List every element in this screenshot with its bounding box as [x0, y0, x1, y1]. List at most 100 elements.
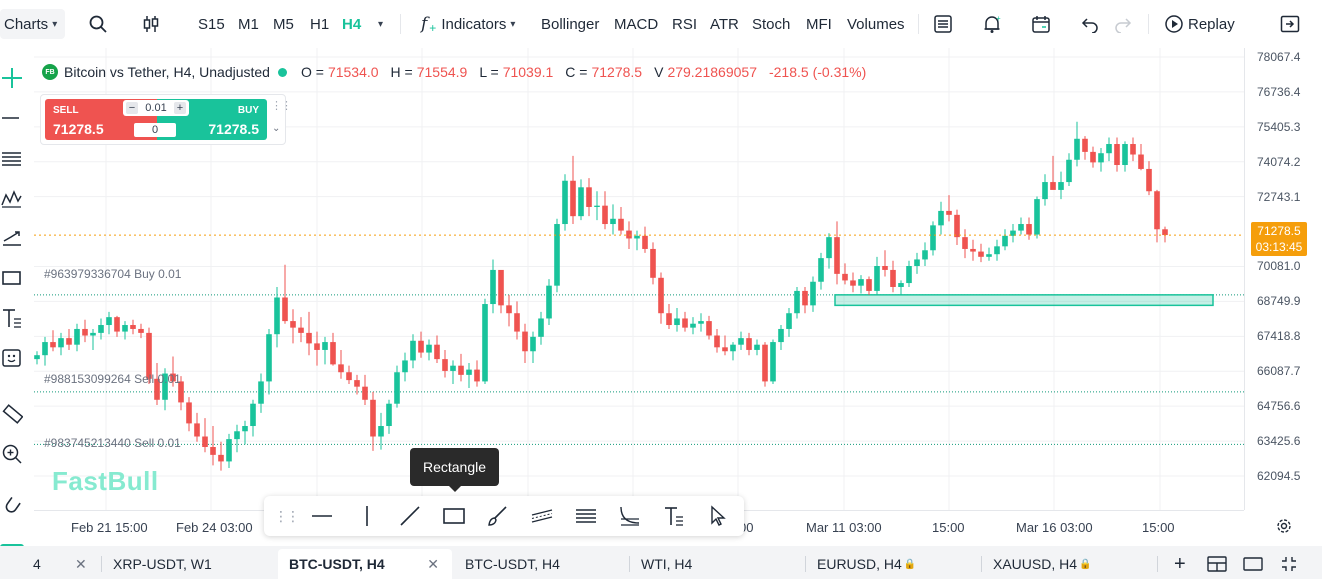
order-label-buy[interactable]: #963979336704 Buy 0.01: [44, 267, 182, 281]
indicators-button[interactable]: f + Indicators ▾: [421, 0, 515, 48]
crosshair-icon[interactable]: [0, 64, 24, 92]
close-icon[interactable]: ✕: [427, 555, 439, 572]
templates-icon[interactable]: [933, 0, 953, 48]
candle-down: [586, 187, 592, 207]
order-label-sell[interactable]: #988153099264 Sell 0.01: [44, 372, 181, 386]
chart-settings-icon[interactable]: [1276, 518, 1292, 539]
text-tool-icon[interactable]: [660, 502, 688, 530]
timeframe-s15[interactable]: S15: [198, 15, 225, 33]
indicator-rsi[interactable]: RSI: [672, 15, 698, 33]
pattern-tool-icon[interactable]: [0, 184, 24, 212]
order-label-sell[interactable]: #983745213440 Sell 0.01: [44, 436, 181, 450]
price-axis-label: 76736.4: [1257, 84, 1301, 99]
timeframe-h4[interactable]: H4: [342, 15, 362, 33]
sell-price: 71278.5: [53, 121, 104, 137]
tab-fragment[interactable]: 4: [33, 556, 41, 572]
calendar-icon[interactable]: [1031, 0, 1051, 48]
symbol-title[interactable]: Bitcoin vs Tether, H4, Unadjusted: [64, 64, 270, 80]
minus-icon[interactable]: −: [126, 102, 138, 114]
price-axis-label: 66087.7: [1257, 364, 1301, 379]
indicator-volumes[interactable]: Volumes: [847, 15, 905, 33]
zoom-in-icon[interactable]: [0, 440, 24, 468]
candle-down: [626, 230, 632, 239]
charts-menu-button[interactable]: Charts ▾: [0, 9, 66, 39]
candle-down: [170, 373, 176, 382]
indicator-macd[interactable]: MACD: [614, 15, 659, 33]
search-icon[interactable]: [88, 0, 108, 48]
rectangle-tool-icon[interactable]: [0, 264, 24, 292]
chevron-down-icon[interactable]: ⌄: [272, 123, 281, 134]
time-label: 15:00: [932, 520, 965, 535]
emoji-tool-icon[interactable]: [0, 344, 24, 372]
add-tab-plus-icon[interactable]: +: [1174, 552, 1186, 575]
candle-down: [50, 342, 56, 348]
indicator-bollinger[interactable]: Bollinger: [541, 15, 600, 33]
fib-levels-tool-icon[interactable]: [0, 144, 24, 172]
magnet-icon[interactable]: [0, 492, 24, 520]
tab-btc-usdt[interactable]: BTC-USDT, H4: [465, 549, 560, 579]
collapse-icon[interactable]: [1281, 549, 1297, 579]
tab-eurusd[interactable]: EURUSD, H4 🔒: [817, 549, 916, 579]
candle-up: [386, 403, 392, 427]
tab-xrp-usdt[interactable]: XRP-USDT, W1: [113, 549, 212, 579]
ruler-icon[interactable]: [0, 400, 24, 428]
indicator-stoch[interactable]: Stoch: [752, 15, 791, 33]
fullscreen-panel-icon[interactable]: [1280, 0, 1300, 48]
drag-handle-icon[interactable]: ⋮⋮: [271, 100, 292, 112]
prediction-tool-icon[interactable]: [0, 224, 24, 252]
drag-handle-icon[interactable]: ⋮⋮: [274, 507, 300, 524]
replay-icon: [1165, 15, 1183, 33]
brush-tool-icon[interactable]: [483, 502, 511, 530]
candle-up: [322, 342, 328, 350]
tab-btc-usdt-active[interactable]: BTC-USDT, H4 ✕: [278, 549, 452, 579]
candle-down: [650, 248, 656, 278]
undo-icon[interactable]: [1081, 0, 1099, 48]
candle-down: [842, 273, 848, 281]
timeframe-m5[interactable]: M5: [273, 15, 294, 33]
tab-divider: [629, 556, 630, 572]
price-axis-label: 67418.8: [1257, 329, 1301, 344]
tab-wti[interactable]: WTI, H4: [641, 549, 692, 579]
tab-xauusd[interactable]: XAUUSD, H4 🔒: [993, 549, 1091, 579]
layout-single-icon[interactable]: [1243, 549, 1263, 579]
timeframe-more-chevron-icon[interactable]: ▾: [378, 18, 384, 30]
indicator-mfi[interactable]: MFI: [806, 15, 832, 33]
chart-tabs: 4 ✕ XRP-USDT, W1 BTC-USDT, H4 ✕ BTC-USDT…: [0, 546, 1322, 579]
svg-text:+: +: [996, 14, 1001, 23]
redo-icon[interactable]: [1114, 0, 1132, 48]
cursor-pointer-icon[interactable]: [704, 502, 732, 530]
close-icon[interactable]: ✕: [75, 555, 87, 572]
alert-icon[interactable]: +: [982, 0, 1002, 48]
fib-fan-tool-icon[interactable]: [616, 502, 644, 530]
candle-up: [490, 269, 496, 305]
rectangle-tool-icon[interactable]: [440, 502, 468, 530]
fib-levels-tool-icon[interactable]: [572, 502, 600, 530]
sell-label: SELL: [53, 105, 79, 116]
timeframe-h1[interactable]: H1: [310, 15, 330, 33]
price-chart[interactable]: [34, 48, 1244, 510]
price-axis[interactable]: 78067.4 76736.4 75405.3 74074.2 72743.1 70081…: [1244, 48, 1322, 510]
layout-split-icon[interactable]: [1207, 549, 1227, 579]
candle-up: [738, 338, 744, 345]
candle-up: [794, 290, 800, 314]
parallel-channel-tool-icon[interactable]: [528, 502, 556, 530]
candle-down: [474, 369, 480, 382]
exchange-badge: FB: [42, 64, 58, 80]
replay-button[interactable]: Replay: [1164, 0, 1235, 48]
quantity-stepper[interactable]: − 0.01 +: [123, 100, 189, 116]
candle-up: [250, 403, 256, 427]
text-tool-icon[interactable]: [0, 304, 24, 332]
candle-up: [162, 373, 168, 400]
candle-up: [754, 344, 760, 350]
horizontal-line-tool-icon[interactable]: [0, 104, 24, 132]
close-value: 71278.5: [591, 64, 643, 80]
plus-icon[interactable]: +: [173, 102, 186, 114]
horizontal-line-tool-icon[interactable]: [308, 502, 336, 530]
candle-down: [514, 313, 520, 332]
trend-line-tool-icon[interactable]: [396, 502, 424, 530]
vertical-line-tool-icon[interactable]: [353, 502, 381, 530]
timeframe-m1[interactable]: M1: [238, 15, 259, 33]
candle-down: [154, 378, 160, 400]
candlestick-type-icon[interactable]: [141, 0, 161, 48]
indicator-atr[interactable]: ATR: [710, 15, 739, 33]
